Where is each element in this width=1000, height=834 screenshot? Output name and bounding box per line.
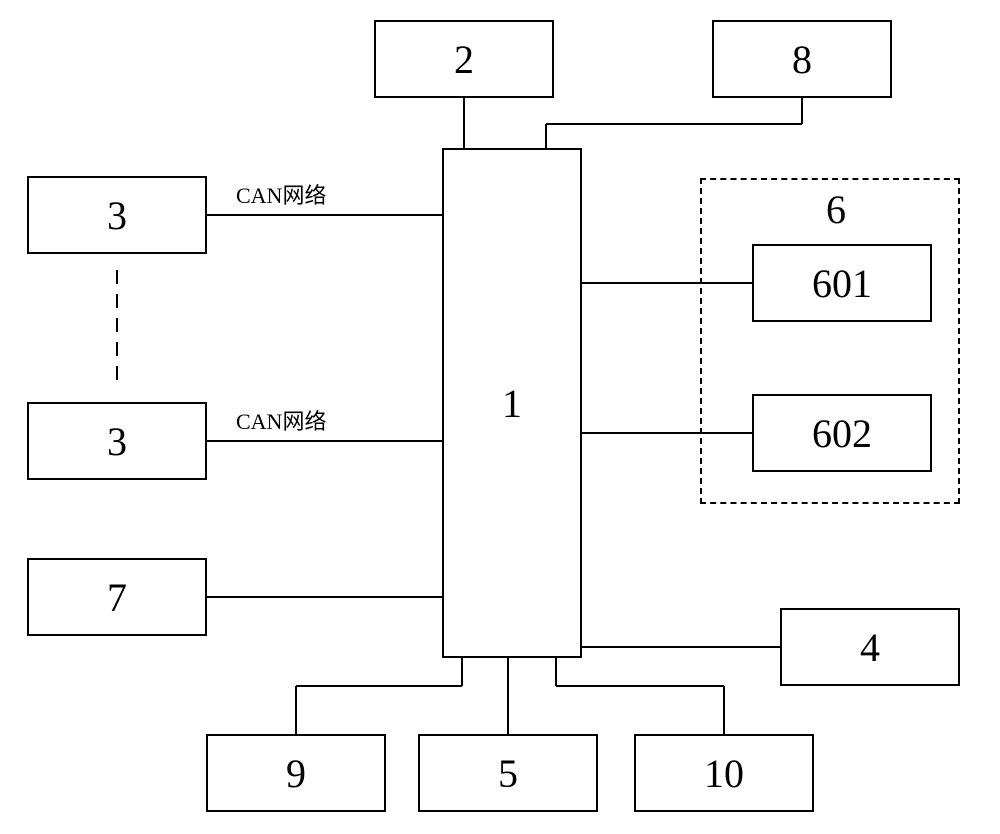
diagram-canvas: 6 1 2 3 3 4 5 601 602 7 8 9 10 CAN网络 CAN… [0, 0, 1000, 834]
node-1: 1 [442, 148, 582, 658]
node-8-label: 8 [792, 36, 812, 83]
node-3-top: 3 [27, 176, 207, 254]
node-4: 4 [780, 608, 960, 686]
edge-label-can-1: CAN网络 [236, 178, 326, 210]
node-5: 5 [418, 734, 598, 812]
node-7: 7 [27, 558, 207, 636]
node-602-label: 602 [812, 410, 872, 457]
node-10: 10 [634, 734, 814, 812]
edge-label-can-2: CAN网络 [236, 404, 326, 436]
node-7-label: 7 [107, 574, 127, 621]
node-8: 8 [712, 20, 892, 98]
node-2: 2 [374, 20, 554, 98]
node-2-label: 2 [454, 36, 474, 83]
node-4-label: 4 [860, 624, 880, 671]
group-6-label: 6 [826, 186, 846, 233]
node-10-label: 10 [704, 750, 744, 797]
node-9: 9 [206, 734, 386, 812]
node-9-label: 9 [286, 750, 306, 797]
node-5-label: 5 [498, 750, 518, 797]
node-601-label: 601 [812, 260, 872, 307]
node-3-bottom-label: 3 [107, 418, 127, 465]
node-602: 602 [752, 394, 932, 472]
node-601: 601 [752, 244, 932, 322]
node-3-bottom: 3 [27, 402, 207, 480]
node-1-label: 1 [502, 380, 522, 427]
node-3-top-label: 3 [107, 192, 127, 239]
